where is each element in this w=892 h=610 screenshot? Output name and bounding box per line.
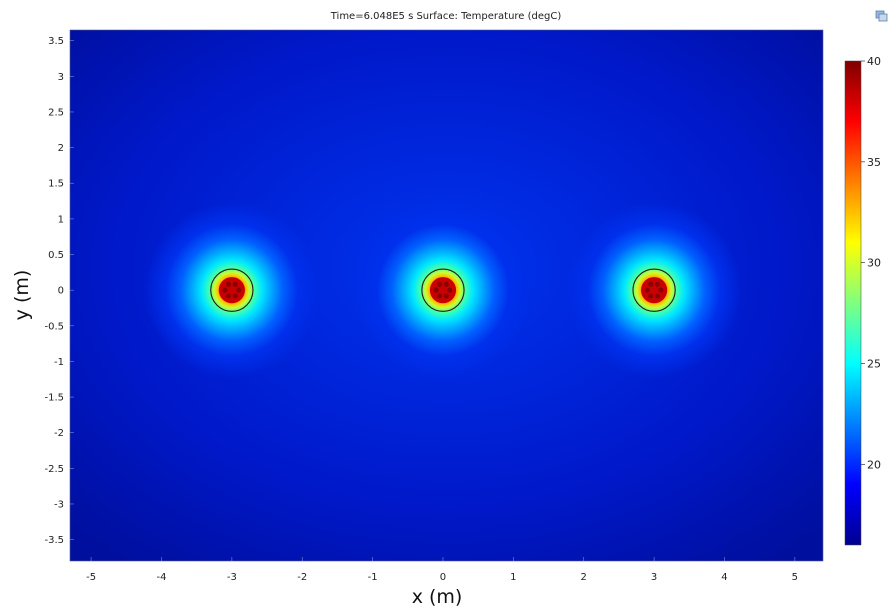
- y-tick-label: 2.5: [48, 107, 64, 118]
- y-tick-label: 2: [58, 143, 64, 154]
- x-tick-label: -5: [86, 572, 96, 583]
- heat-source-pipe-3-1: [658, 287, 664, 293]
- x-tick-label: 4: [721, 572, 727, 583]
- colorbar: 20 25 30 35 40: [844, 55, 881, 546]
- y-tick-label: -3.5: [44, 535, 64, 546]
- heat-source-pipe-1-5: [225, 281, 232, 287]
- colorbar-tick-label: 35: [867, 156, 881, 169]
- y-tick-label: -1.5: [44, 393, 64, 404]
- y-tick-label: 3.5: [48, 36, 64, 47]
- x-tick-label: -1: [368, 572, 378, 583]
- x-tick-label: 0: [440, 572, 446, 583]
- x-tick-label: 2: [581, 572, 587, 583]
- y-tick-label: -3: [54, 499, 64, 510]
- x-axis: -5 -4 -3 -2 -1 0 1 2 3 4 5: [86, 557, 798, 583]
- heat-source-core-1: [218, 277, 245, 304]
- heat-source-pipe-2-3: [437, 293, 443, 299]
- y-tick-label: -2: [54, 428, 64, 439]
- heat-source-pipe-2-6: [443, 281, 449, 287]
- heat-source-layer: [143, 202, 743, 379]
- y-tick-label: -0.5: [44, 321, 64, 332]
- heat-source-pipe-1-6: [232, 281, 238, 287]
- heat-source-core-3: [641, 277, 668, 304]
- y-tick-label: -1: [54, 357, 64, 368]
- heat-source-pipe-2-2: [443, 293, 449, 299]
- y-axis-label: y (m): [11, 270, 33, 321]
- plot-frame: [69, 29, 824, 562]
- colorbar-tick-label: 20: [867, 458, 881, 471]
- x-axis-label: x (m): [412, 586, 463, 608]
- heat-source-pipe-3-4: [644, 287, 650, 293]
- x-tick-label: -3: [227, 572, 237, 583]
- heat-source-boundary-1: [210, 268, 254, 312]
- heat-source-pipe-3-5: [648, 281, 654, 287]
- corner-icon[interactable]: [875, 10, 888, 22]
- colorbar-ticks: 20 25 30 35 40: [861, 55, 881, 471]
- x-tick-label: -4: [156, 572, 166, 583]
- y-tick-label: 1: [58, 214, 64, 225]
- y-tick-label: 0.5: [48, 250, 64, 261]
- y-tick-label: 1.5: [48, 179, 64, 190]
- x-tick-label: 5: [792, 572, 798, 583]
- heat-source-pipe-2-4: [433, 287, 439, 293]
- x-tick-label: 3: [651, 572, 657, 583]
- heat-source-pipe-3-6: [654, 281, 661, 287]
- colorbar-tick-label: 30: [867, 257, 881, 270]
- y-tick-label: 0: [58, 286, 64, 297]
- heat-source-pipe-3-3: [648, 293, 654, 299]
- colorbar-tick-label: 25: [867, 358, 881, 371]
- colorbar-tick-label: 40: [867, 55, 881, 68]
- heat-source-pipe-1-4: [222, 287, 228, 293]
- plot-area: [69, 29, 824, 562]
- heat-source-pipe-1-2: [232, 293, 238, 299]
- heat-source-core-2: [429, 277, 457, 304]
- heat-source-pipe-2-5: [437, 281, 443, 287]
- y-tick-label: 3: [58, 72, 64, 83]
- y-axis: 3.5 3 2.5 2 1.5 1 0.5 0 -0.5 -1 -1.5 -2 -2.5 -3 -3.5: [44, 36, 74, 546]
- x-tick-label: -2: [297, 572, 307, 583]
- x-tick-label: 1: [510, 572, 516, 583]
- heat-source-pipe-3-2: [654, 293, 661, 299]
- plot-title: Time=6.048E5 s Surface: Temperature (deg…: [330, 11, 562, 22]
- heat-source-pipe-1-1: [236, 287, 242, 293]
- heat-source-boundary-3: [632, 268, 676, 312]
- y-tick-label: -2.5: [44, 464, 64, 475]
- heat-source-boundary-2: [421, 268, 465, 312]
- heat-source-pipe-2-1: [447, 287, 453, 293]
- colorbar-gradient: [844, 60, 862, 546]
- heat-source-pipe-1-3: [225, 293, 232, 299]
